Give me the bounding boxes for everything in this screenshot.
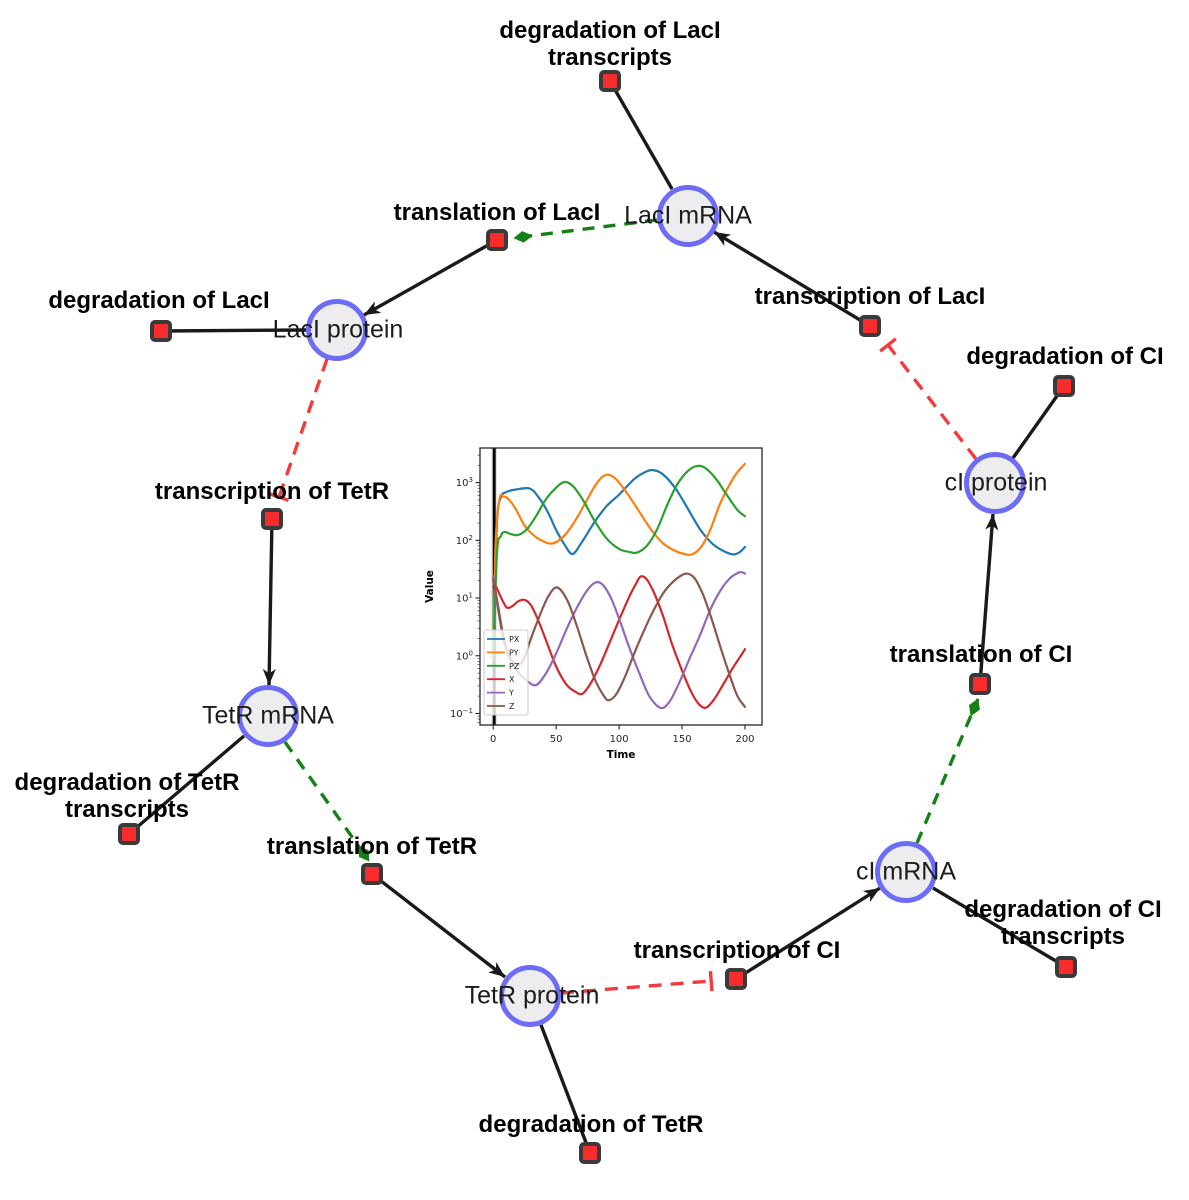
edge-translationtetr-tetrprotein (370, 872, 507, 979)
svg-text:Z: Z (509, 702, 515, 711)
label-laci-protein: LacI protein (272, 315, 404, 344)
node-translation-laci[interactable] (486, 229, 508, 251)
tbar-transcriptionci (708, 970, 714, 992)
svg-text:Time: Time (607, 749, 636, 761)
svg-text:PY: PY (509, 648, 519, 657)
label-deg-laci: degradation of LacI (48, 287, 270, 314)
svg-text:150: 150 (673, 734, 692, 745)
label-transcription-ci: transcription of CI (633, 937, 841, 964)
edge-cimrna-degcitranscripts (932, 886, 1067, 969)
tbar-transcriptionlaci (879, 337, 897, 353)
tbar-transcriptiontetr (269, 492, 290, 502)
node-ci-mrna[interactable] (875, 841, 937, 903)
label-ci-mrna: cI mRNA (856, 857, 956, 886)
label-ci-protein: cI protein (944, 468, 1048, 497)
svg-text:10−1: 10−1 (450, 707, 473, 720)
simulation-plot-svg: 0 50 100 150 200 10−1 100 101 102 103 Time Value PX P… (424, 447, 763, 761)
node-deg-laci[interactable] (150, 320, 172, 342)
label-deg-laci-transcripts: degradation of LacI transcripts (499, 17, 721, 71)
svg-text:PX: PX (509, 635, 520, 644)
label-deg-ci: degradation of CI (966, 343, 1164, 370)
node-deg-ci[interactable] (1053, 375, 1075, 397)
edge-tetrprotein-transcriptionci (560, 979, 712, 995)
node-translation-tetr[interactable] (361, 863, 383, 885)
label-laci-mrna: LacI mRNA (624, 201, 752, 230)
label-tetr-mrna: TetR mRNA (202, 701, 334, 730)
edge-transcriptionci-cimrna (735, 886, 881, 981)
svg-text:100: 100 (456, 649, 473, 662)
label-deg-tetr-transcripts: degradation of TetR transcripts (14, 769, 240, 823)
svg-text:PZ: PZ (509, 662, 520, 671)
edge-transcriptiontetr-tetrmrna (262, 518, 276, 686)
node-deg-tetr[interactable] (579, 1142, 601, 1164)
svg-text:100: 100 (610, 734, 629, 745)
edge-translationlaci-laciprotein (363, 238, 498, 317)
simulation-plot: 0 50 100 150 200 10−1 100 101 102 103 Time Value PX P… (420, 430, 792, 764)
node-transcription-tetr[interactable] (261, 508, 283, 530)
edge-translationci-ciprotein (978, 513, 999, 685)
label-translation-laci: translation of LacI (393, 199, 601, 226)
edge-laciprotein-deglaci (160, 328, 307, 333)
node-laci-protein[interactable] (306, 299, 368, 361)
edge-lacimrna-translationlaci (513, 218, 658, 243)
svg-text:0: 0 (490, 734, 496, 745)
svg-text:103: 103 (456, 476, 473, 489)
svg-text:101: 101 (456, 592, 473, 605)
node-tetr-protein[interactable] (499, 965, 561, 1027)
edge-ciprotein-transcriptionlaci (886, 343, 978, 461)
edge-cimrna-translationci (915, 698, 980, 844)
node-transcription-ci[interactable] (725, 968, 747, 990)
svg-text:X: X (509, 675, 515, 684)
node-transcription-laci[interactable] (859, 315, 881, 337)
edge-tetrmrna-degtetrtranscripts (127, 734, 246, 836)
edge-tetrprotein-degtetr (539, 1024, 592, 1154)
label-deg-tetr: degradation of TetR (478, 1111, 704, 1138)
node-deg-laci-transcripts[interactable] (599, 70, 621, 92)
svg-text:Value: Value (424, 570, 436, 603)
edge-laciprotein-transcriptiontetr (277, 358, 329, 498)
node-deg-tetr-transcripts[interactable] (118, 823, 140, 845)
svg-text:50: 50 (550, 734, 563, 745)
node-laci-mrna[interactable] (657, 185, 719, 247)
svg-text:200: 200 (735, 734, 754, 745)
node-translation-ci[interactable] (969, 673, 991, 695)
edge-tetrmrna-translationtetr (283, 741, 371, 862)
node-ci-protein[interactable] (964, 452, 1026, 514)
svg-text:102: 102 (456, 534, 473, 547)
label-deg-ci-transcripts: degradation of CI transcripts (964, 896, 1162, 950)
edge-lacimrna-deglacitranscripts (608, 80, 674, 190)
label-translation-ci: translation of CI (889, 641, 1073, 668)
label-translation-tetr: translation of TetR (266, 833, 478, 860)
node-deg-ci-transcripts[interactable] (1055, 956, 1077, 978)
svg-text:Y: Y (508, 689, 514, 698)
edge-ciprotein-degci (1011, 385, 1066, 459)
node-tetr-mrna[interactable] (237, 685, 299, 747)
label-tetr-protein: TetR protein (464, 981, 600, 1010)
label-transcription-laci: transcription of LacI (754, 283, 986, 310)
edge-transcriptionlaci-lacimrna (713, 230, 871, 328)
label-transcription-tetr: transcription of TetR (154, 478, 390, 505)
